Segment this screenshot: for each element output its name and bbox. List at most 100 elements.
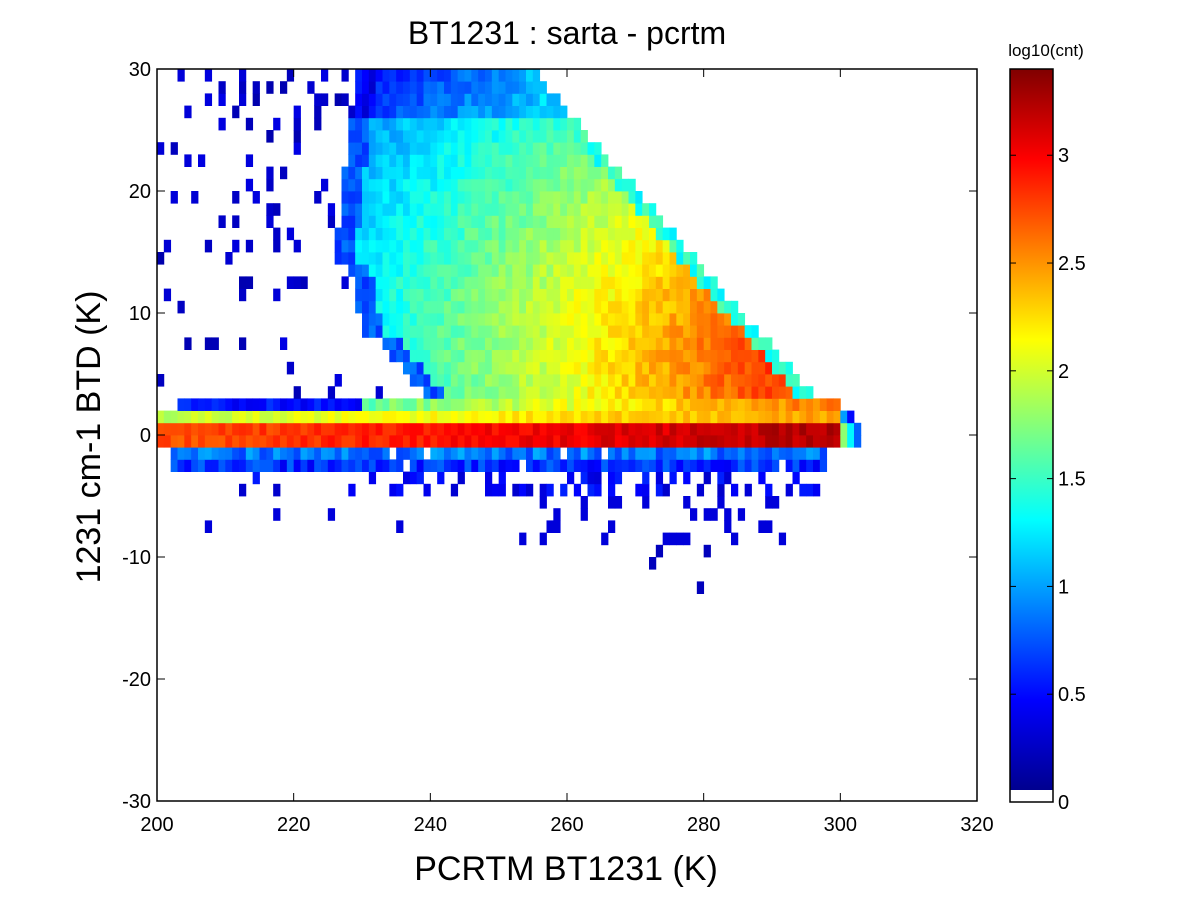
heatmap-cell <box>724 349 732 363</box>
heatmap-cell <box>567 386 575 399</box>
heatmap-cell <box>655 361 664 375</box>
heatmap-cell <box>813 447 821 460</box>
heatmap-cell <box>532 435 541 448</box>
heatmap-cell <box>778 532 787 546</box>
heatmap-cell <box>683 435 691 448</box>
heatmap-cell <box>437 435 445 448</box>
heatmap-cell <box>382 325 390 338</box>
heatmap-cell <box>587 325 595 338</box>
heatmap-cell <box>444 154 452 167</box>
heatmap-cell <box>614 203 623 216</box>
heatmap-cell <box>669 276 677 289</box>
heatmap-cell <box>628 337 636 350</box>
heatmap-cell <box>505 276 513 289</box>
heatmap-cell <box>546 252 554 265</box>
heatmap-cell <box>519 361 527 375</box>
heatmap-cell <box>430 81 438 94</box>
heatmap-cell <box>485 288 493 302</box>
heatmap-cell <box>567 276 575 289</box>
heatmap-cell <box>546 447 554 460</box>
heatmap-cell <box>450 166 459 180</box>
heatmap-cell <box>396 398 404 411</box>
heatmap-cell <box>450 300 459 314</box>
heatmap-cell <box>587 313 595 326</box>
heatmap-cell <box>526 447 534 460</box>
heatmap-cell <box>717 300 725 314</box>
heatmap-cell <box>662 313 670 326</box>
heatmap-cell <box>519 313 527 326</box>
heatmap-cell <box>232 422 240 436</box>
heatmap-cell <box>724 300 732 314</box>
heatmap-cell <box>621 386 629 399</box>
heatmap-cell <box>669 300 677 314</box>
heatmap-cell <box>785 435 793 448</box>
heatmap-cell <box>655 252 664 265</box>
heatmap-cell <box>355 142 363 155</box>
heatmap-cell <box>580 178 588 192</box>
heatmap-cell <box>259 459 267 472</box>
heatmap-cell <box>423 288 431 302</box>
heatmap-cell <box>601 215 609 228</box>
heatmap-cell <box>580 349 588 363</box>
heatmap-cell <box>676 374 684 387</box>
heatmap-cell <box>560 227 568 241</box>
heatmap-cell <box>485 410 493 424</box>
heatmap-cell <box>594 252 602 265</box>
heatmap-cell <box>239 447 247 460</box>
heatmap-cell <box>649 325 657 338</box>
heatmap-cell <box>396 435 404 448</box>
heatmap-cell <box>362 178 370 192</box>
heatmap-cell <box>717 471 725 485</box>
heatmap-cell <box>485 239 493 253</box>
heatmap-cell <box>457 447 465 460</box>
heatmap-cell <box>471 239 479 253</box>
heatmap-cell <box>444 93 452 106</box>
heatmap-cell <box>608 459 616 472</box>
heatmap-cell <box>485 276 493 289</box>
heatmap-cell <box>737 435 746 448</box>
heatmap-cell <box>601 264 609 277</box>
heatmap-cell <box>519 154 527 167</box>
heatmap-cell <box>409 374 418 387</box>
heatmap-cell <box>669 264 677 277</box>
heatmap-cell <box>403 239 411 253</box>
heatmap-cell <box>444 264 452 277</box>
heatmap-cell <box>485 105 493 119</box>
heatmap-cell <box>423 117 431 131</box>
heatmap-cell <box>519 239 527 253</box>
heatmap-cell <box>724 508 732 521</box>
heatmap-cell <box>396 459 404 472</box>
heatmap-cell <box>546 142 554 155</box>
heatmap-cell <box>573 130 582 143</box>
heatmap-cell <box>464 398 472 411</box>
heatmap-cell <box>375 191 383 204</box>
heatmap-cell <box>300 447 308 460</box>
heatmap-cell <box>218 447 226 460</box>
heatmap-cell <box>204 410 213 424</box>
heatmap-cell <box>519 349 527 363</box>
heatmap-cell <box>601 349 609 363</box>
heatmap-cell <box>703 276 711 289</box>
heatmap-cell <box>683 337 691 350</box>
heatmap-cell <box>560 178 568 192</box>
heatmap-cell <box>218 81 226 94</box>
heatmap-cell <box>587 264 595 277</box>
heatmap-cell <box>457 471 465 485</box>
heatmap-cell <box>635 459 643 472</box>
heatmap-cell <box>293 386 301 399</box>
colorbar-tick-label: 0.5 <box>1058 684 1086 706</box>
heatmap-cell <box>389 459 397 472</box>
heatmap-cell <box>608 288 616 302</box>
heatmap-cell <box>778 410 787 424</box>
heatmap-cell <box>539 203 547 216</box>
heatmap-cell <box>628 264 636 277</box>
heatmap-cell <box>608 520 616 533</box>
heatmap-cell <box>382 252 390 265</box>
heatmap-cell <box>635 422 643 436</box>
heatmap-cell <box>587 227 595 241</box>
heatmap-cell <box>375 130 383 143</box>
heatmap-cell <box>314 459 322 472</box>
heatmap-cell <box>649 337 657 350</box>
heatmap-cell <box>635 447 643 460</box>
heatmap-cell <box>573 252 582 265</box>
